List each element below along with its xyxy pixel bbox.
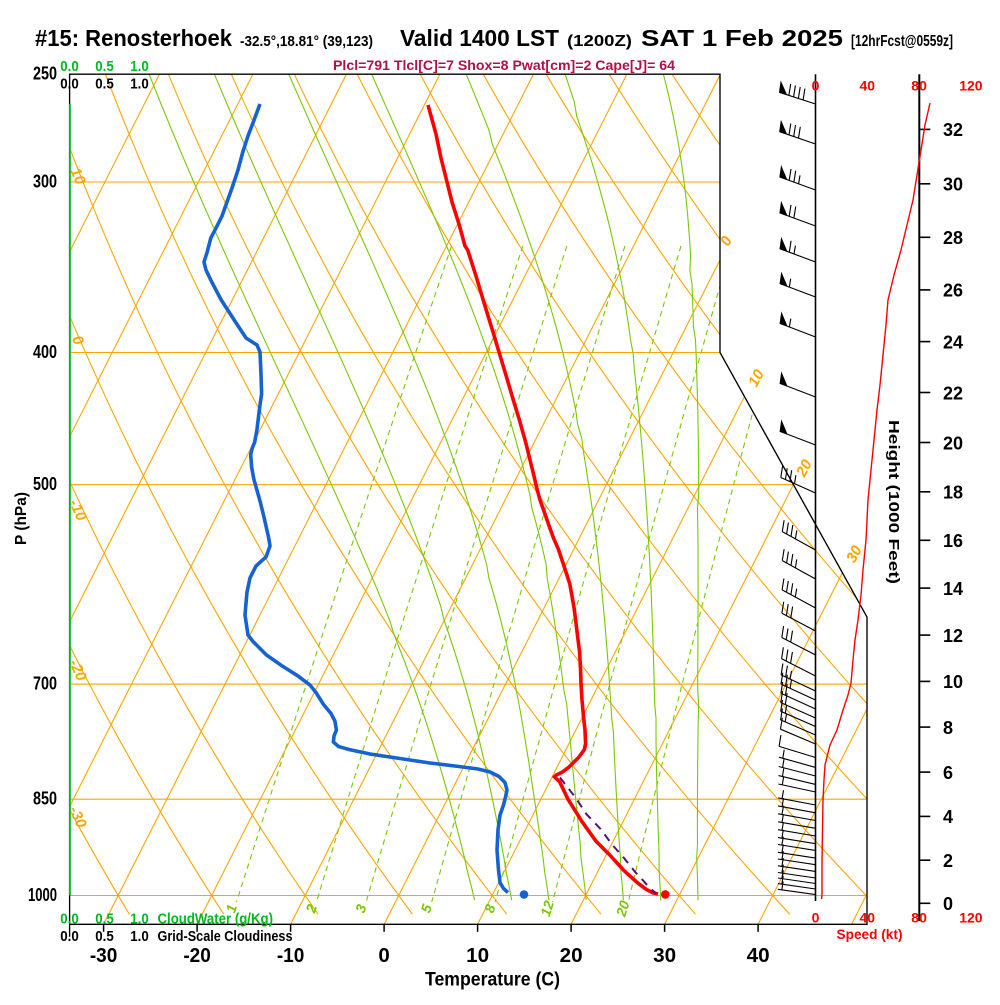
svg-text:20: 20 <box>793 456 817 480</box>
svg-text:120: 120 <box>959 910 983 926</box>
svg-text:28: 28 <box>943 228 963 248</box>
svg-text:30: 30 <box>653 944 676 967</box>
svg-text:0.0: 0.0 <box>60 912 79 928</box>
svg-text:4: 4 <box>943 807 953 827</box>
svg-text:300: 300 <box>33 172 57 192</box>
svg-text:80: 80 <box>911 910 927 926</box>
svg-text:120: 120 <box>959 78 983 94</box>
svg-text:12: 12 <box>537 898 557 918</box>
svg-text:20: 20 <box>560 944 583 967</box>
svg-text:10: 10 <box>943 672 963 692</box>
svg-text:20: 20 <box>943 433 963 453</box>
svg-text:26: 26 <box>943 281 963 301</box>
svg-text:-20: -20 <box>183 944 211 967</box>
svg-text:0.0: 0.0 <box>60 929 79 945</box>
svg-text:(1200Z): (1200Z) <box>567 33 632 50</box>
svg-text:18: 18 <box>943 483 963 503</box>
svg-text:10: 10 <box>466 944 489 967</box>
svg-text:1.0: 1.0 <box>130 77 149 93</box>
svg-text:Height (1000 Feet): Height (1000 Feet) <box>885 420 902 584</box>
svg-text:Plcl=791 Tlcl[C]=7 Shox=8 Pwat: Plcl=791 Tlcl[C]=7 Shox=8 Pwat[cm]=2 Cap… <box>333 57 675 73</box>
svg-text:-30: -30 <box>90 944 118 967</box>
svg-text:14: 14 <box>943 579 963 599</box>
svg-text:0.5: 0.5 <box>95 59 114 75</box>
svg-text:1000: 1000 <box>28 885 57 905</box>
svg-text:0.0: 0.0 <box>60 77 79 93</box>
svg-text:6: 6 <box>943 763 953 783</box>
svg-text:32: 32 <box>943 120 963 140</box>
svg-text:40: 40 <box>747 944 770 967</box>
svg-text:0.0: 0.0 <box>60 59 79 75</box>
svg-text:40: 40 <box>860 910 876 926</box>
svg-text:#15: Renosterhoek: #15: Renosterhoek <box>35 25 232 51</box>
svg-text:0.5: 0.5 <box>95 77 114 93</box>
svg-text:P (hPa): P (hPa) <box>13 492 30 545</box>
svg-text:22: 22 <box>943 383 963 403</box>
svg-text:-32.5°,18.81° (39,123): -32.5°,18.81° (39,123) <box>240 34 373 50</box>
svg-text:1.0: 1.0 <box>130 912 149 928</box>
svg-text:30: 30 <box>843 542 866 565</box>
svg-text:250: 250 <box>33 64 57 84</box>
svg-text:30: 30 <box>943 175 963 195</box>
svg-text:2: 2 <box>943 851 953 871</box>
svg-text:400: 400 <box>33 342 57 362</box>
svg-text:Valid 1400 LST: Valid 1400 LST <box>400 25 559 51</box>
svg-text:10: 10 <box>745 366 768 389</box>
svg-text:-10: -10 <box>277 944 305 967</box>
svg-text:[12hrFcst@0559z]: [12hrFcst@0559z] <box>851 33 953 50</box>
svg-text:1.0: 1.0 <box>130 59 149 75</box>
svg-text:500: 500 <box>33 474 57 494</box>
svg-text:Grid-Scale Cloudiness: Grid-Scale Cloudiness <box>158 929 293 945</box>
svg-text:40: 40 <box>860 78 876 94</box>
svg-text:Temperature (C): Temperature (C) <box>425 970 560 991</box>
svg-text:0: 0 <box>943 894 953 914</box>
svg-text:0: 0 <box>812 910 820 926</box>
svg-text:700: 700 <box>33 674 57 694</box>
svg-text:0: 0 <box>378 944 389 967</box>
svg-text:850: 850 <box>33 789 57 809</box>
svg-text:8: 8 <box>943 718 953 738</box>
svg-text:Speed (kt): Speed (kt) <box>837 926 903 942</box>
svg-text:20: 20 <box>612 898 632 919</box>
svg-text:0.5: 0.5 <box>95 912 114 928</box>
svg-text:0.5: 0.5 <box>95 929 114 945</box>
svg-text:80: 80 <box>911 78 927 94</box>
svg-text:16: 16 <box>943 531 963 551</box>
svg-text:24: 24 <box>943 332 963 352</box>
svg-text:1.0: 1.0 <box>130 929 149 945</box>
svg-text:0: 0 <box>812 78 820 94</box>
svg-text:SAT 1 Feb 2025: SAT 1 Feb 2025 <box>641 25 843 51</box>
svg-text:10: 10 <box>66 165 89 188</box>
svg-text:12: 12 <box>943 626 963 646</box>
svg-text:CloudWater (g/Kg): CloudWater (g/Kg) <box>158 912 274 928</box>
